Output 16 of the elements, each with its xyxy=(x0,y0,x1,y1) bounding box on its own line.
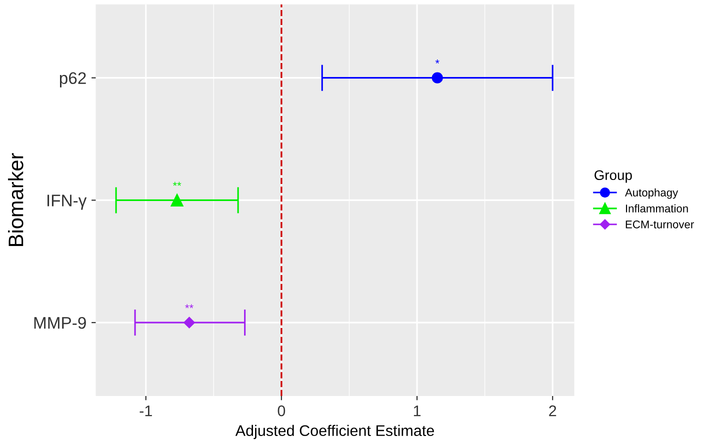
legend-label: Inflammation xyxy=(626,204,688,212)
x-tick-label: 0 xyxy=(278,405,286,416)
y-tick-label: IFN-γ xyxy=(47,194,87,210)
annotation: * xyxy=(435,60,440,64)
x-tick-label: 2 xyxy=(549,405,556,416)
annotation: ** xyxy=(185,304,194,308)
x-tick-label: 1 xyxy=(414,406,421,416)
y-axis-title: Biomarker xyxy=(8,153,24,246)
legend-label: Autophagy xyxy=(624,188,678,199)
legend-label: ECM-turnover xyxy=(626,220,694,228)
legend-title: Group xyxy=(594,170,632,183)
x-axis-title: Adjusted Coefficient Estimate xyxy=(235,424,434,440)
annotation: ** xyxy=(172,182,182,186)
y-tick-label: p62 xyxy=(60,72,86,88)
y-tick-label: MMP-9 xyxy=(34,316,86,329)
x-tick-label: -1 xyxy=(140,406,152,416)
